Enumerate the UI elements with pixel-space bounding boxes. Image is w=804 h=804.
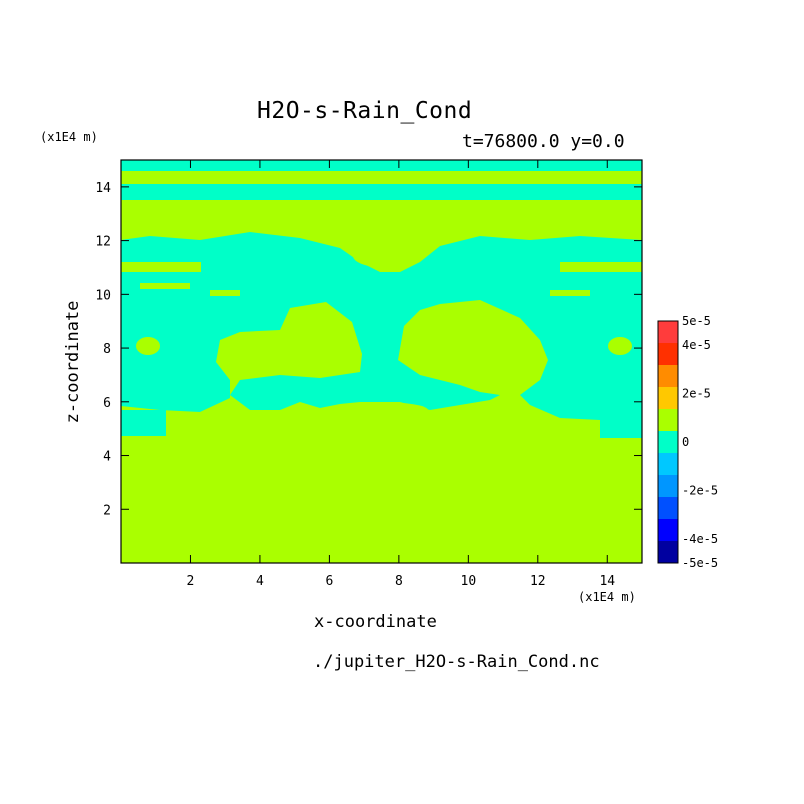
y-tick-label: 4 [103,450,111,465]
blob-right-small [608,337,632,355]
colorbar-swatch [658,431,678,453]
x-tick-label: 4 [256,574,264,589]
colorbar-tick-label: 0 [682,435,689,449]
positive-blobs [121,244,642,418]
colorbar-swatch [658,541,678,563]
colorbar-swatch [658,519,678,541]
middle-negative-region [121,232,642,420]
left-edge-negative [121,410,166,436]
colorbar-swatch [658,387,678,409]
y-tick-label: 6 [103,396,111,411]
x-tick-label: 10 [461,574,477,589]
colorbar-swatch [658,365,678,387]
colorbar: 5e-5 4e-5 2e-5 0 -2e-5 -4e-5 -5e-5 [657,314,718,570]
y-tick-label: 8 [103,342,111,357]
x-ticks: 2 4 6 8 10 12 14 [187,160,615,589]
y-axis-unit: (x1E4 m) [40,130,98,144]
streak-3 [140,283,190,289]
y-tick-label: 10 [95,288,111,303]
x-axis-label: x-coordinate [314,612,437,632]
colorbar-swatch [658,409,678,431]
y-tick-label: 2 [103,503,111,518]
colorbar-swatch [658,453,678,475]
plot-frame [120,159,643,564]
colorbar-tick-label: 2e-5 [682,387,711,401]
colorbar-swatch [658,497,678,519]
colorbar-swatch [658,475,678,497]
colorbar-swatch [658,321,678,343]
x-tick-label: 12 [530,574,546,589]
blob-left-small [136,337,160,355]
streak-1 [121,262,201,272]
upper-negative-band [121,184,642,200]
colorbar-tick-label: -2e-5 [682,483,718,497]
right-edge-negative [600,412,642,438]
blob-top-center [353,244,423,268]
blob-center-lower [332,402,428,418]
colorbar-tick-label: -4e-5 [682,532,718,546]
y-tick-label: 12 [95,235,111,250]
colorbar-tick-label: -5e-5 [682,556,718,570]
streak-4 [210,290,240,296]
x-tick-label: 6 [325,574,333,589]
chart-title: H2O-s-Rain_Cond [257,98,473,124]
y-tick-label: 14 [95,181,111,196]
x-tick-label: 14 [599,574,615,589]
colorbar-swatch [658,343,678,365]
source-file-name: ./jupiter_H2O-s-Rain_Cond.nc [313,652,600,672]
x-axis-unit: (x1E4 m) [578,590,636,604]
colorbar-tick-label: 5e-5 [682,314,711,328]
streak-5 [550,290,590,296]
x-tick-label: 2 [187,574,195,589]
y-ticks: 2 4 6 8 10 12 14 [95,181,642,518]
negative-regions [121,160,642,438]
colorbar-frame [657,320,679,564]
x-tick-label: 8 [395,574,403,589]
chart-subtitle: t=76800.0 y=0.0 [462,131,625,152]
colorbar-tick-label: 4e-5 [682,338,711,352]
streak-2 [560,262,642,272]
top-negative-band [121,160,642,171]
